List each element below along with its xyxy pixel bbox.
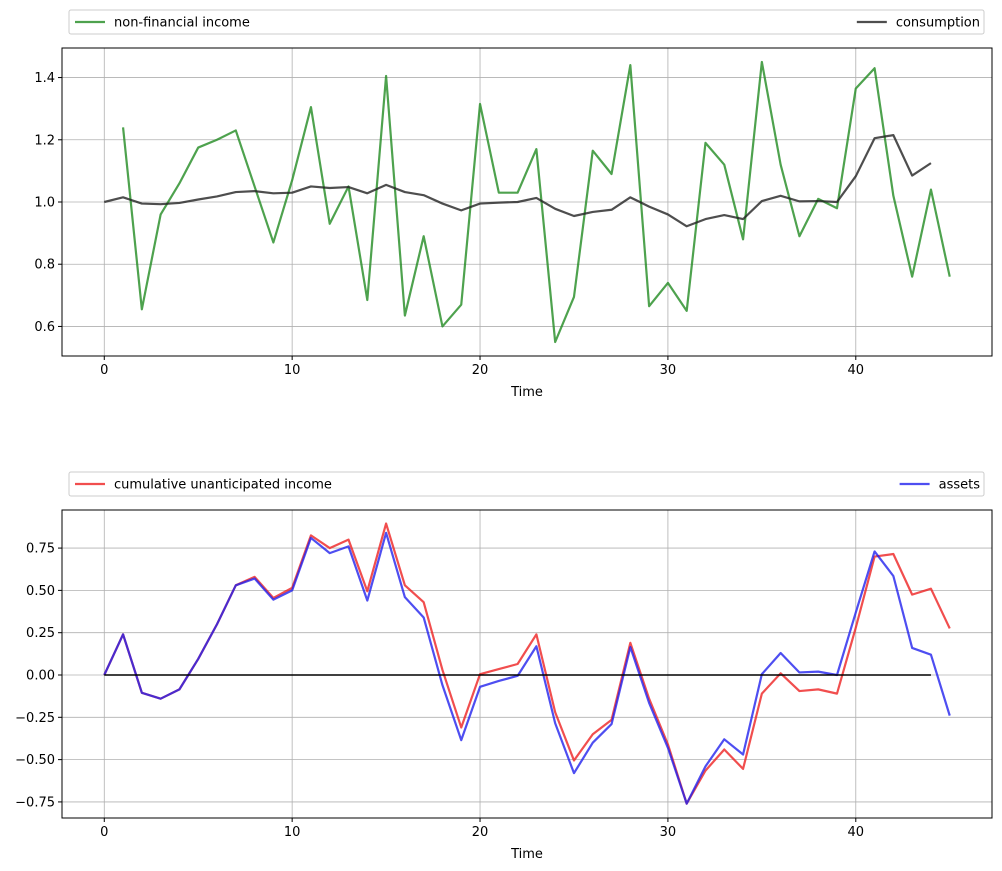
x-tick-label-3: 30 [660, 825, 677, 840]
legend-box [68, 9, 985, 35]
y-tick-label-6: 0.75 [26, 542, 55, 557]
x-tick-label-4: 40 [848, 363, 865, 378]
grid [62, 48, 992, 356]
x-tick-label-2: 20 [472, 825, 489, 840]
legend: cumulative unanticipated income assets [68, 471, 985, 497]
legend-label-assets: assets [939, 478, 981, 493]
x-tick-label-0: 0 [100, 363, 108, 378]
legend-label-cumulative-unanticipated-income: cumulative unanticipated income [114, 478, 332, 493]
x-axis: 0 10 20 30 40 [100, 818, 864, 840]
x-tick-label-3: 30 [660, 363, 677, 378]
x-axis: 0 10 20 30 40 [100, 356, 864, 378]
y-axis: 0.6 0.8 1.0 1.2 1.4 [34, 71, 62, 335]
series-line-consumption [104, 134, 932, 228]
series-line-assets [103, 531, 951, 805]
y-tick-label-0: −0.75 [15, 795, 55, 810]
series-group [103, 522, 951, 805]
x-axis-label: Time [510, 385, 543, 400]
bottom-chart: 0 10 20 30 40 −0.75 −0.50 −0.25 0.00 0.25 0.50 0.75… [15, 471, 993, 862]
series-line-non-financial-income [121, 60, 951, 344]
legend: non-financial income consumption [68, 9, 985, 35]
x-tick-label-4: 40 [848, 825, 865, 840]
legend-box [68, 471, 985, 497]
y-tick-label-4: 1.4 [34, 71, 55, 86]
y-tick-label-2: 1.0 [34, 196, 55, 211]
y-tick-label-0: 0.6 [34, 320, 55, 335]
legend-label-consumption: consumption [896, 16, 980, 31]
grid [62, 510, 992, 818]
y-tick-label-2: −0.25 [15, 711, 55, 726]
x-tick-label-1: 10 [284, 363, 301, 378]
x-axis-label: Time [510, 847, 543, 862]
y-tick-label-1: 0.8 [34, 258, 55, 273]
legend-label-non-financial-income: non-financial income [114, 16, 250, 31]
x-tick-label-1: 10 [284, 825, 301, 840]
y-tick-label-4: 0.25 [26, 626, 55, 641]
y-tick-label-3: 0.00 [26, 669, 55, 684]
x-tick-label-2: 20 [472, 363, 489, 378]
series-group [104, 60, 951, 344]
y-tick-label-1: −0.50 [15, 753, 55, 768]
y-axis: −0.75 −0.50 −0.25 0.00 0.25 0.50 0.75 [15, 542, 62, 810]
x-tick-label-0: 0 [100, 825, 108, 840]
y-tick-label-3: 1.2 [34, 133, 55, 148]
plot-frame [61, 509, 993, 819]
top-chart: 0 10 20 30 40 0.6 0.8 1.0 1.2 1.4 Time non-financia… [34, 9, 993, 400]
y-tick-label-5: 0.50 [26, 584, 55, 599]
series-line-cumulative-unanticipated-income [103, 522, 951, 805]
